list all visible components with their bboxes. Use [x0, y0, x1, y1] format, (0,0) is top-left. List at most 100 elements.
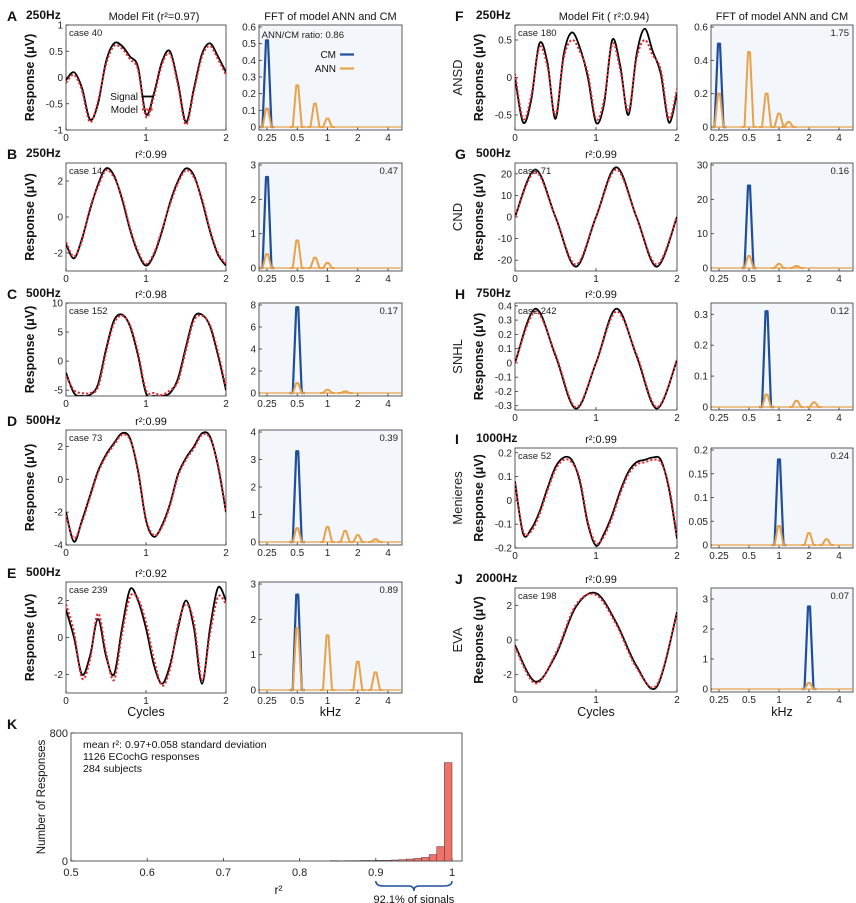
y-tick-label: 0.1	[498, 344, 512, 355]
y-tick-label: 0	[57, 357, 63, 368]
fft-x-tick-label: 0.25	[257, 696, 277, 707]
ann-peak-overlay	[741, 255, 757, 269]
panel-letter: A	[7, 8, 17, 24]
model-fit-header-f: Model Fit ( r²:0.94)	[559, 11, 649, 23]
fft-axes-frame	[710, 24, 854, 131]
fft-x-tick-label: 2	[355, 274, 361, 285]
case-label: case 180	[518, 28, 557, 39]
fft-y-tick-label: 2	[250, 615, 256, 626]
fft-y-tick-label: 0.4	[242, 56, 256, 67]
case-label: case 71	[518, 166, 551, 177]
y-tick-label: 0	[57, 73, 63, 84]
ann-cm-ratio: 0.39	[380, 433, 399, 444]
stimulus-frequency: 1000Hz	[476, 431, 517, 445]
fft-x-tick-label: 2	[806, 413, 812, 424]
ann-peak	[320, 525, 335, 543]
panel-letter: D	[7, 413, 17, 429]
x-tick-label: 0	[512, 551, 518, 562]
y-axis-label: Response (μV)	[23, 173, 37, 261]
y-tick-label: 2	[57, 442, 63, 453]
y-tick-label: 2	[57, 177, 63, 188]
case-label: case 40	[69, 28, 102, 39]
fft-axes-frame	[258, 302, 403, 397]
case-label: case 14	[69, 166, 102, 177]
fft-x-tick-label: 0.5	[290, 548, 304, 559]
ann-peak	[307, 256, 323, 269]
fft-x-tick-label: 2	[355, 133, 361, 144]
fft-x-tick-label: 0.25	[709, 695, 729, 706]
ann-peak-overlay	[259, 107, 275, 128]
fft-x-tick-label: 1	[325, 548, 331, 559]
axes-frame	[65, 162, 227, 272]
model-trace	[515, 38, 677, 121]
y-tick-label: 10	[501, 191, 513, 202]
hist-y-tick-label: 800	[50, 728, 68, 740]
stimulus-frequency: 750Hz	[476, 286, 511, 300]
ann-cm-ratio-label: ANN/CM ratio: 0.86	[262, 30, 344, 41]
fft-y-tick-label: 0.6	[694, 23, 708, 34]
fft-y-tick-label: 8	[250, 301, 256, 312]
y-tick-label: -0.2	[495, 387, 513, 398]
y-axis-label: Response (μV)	[472, 173, 486, 261]
model-trace	[515, 168, 677, 266]
fft-y-tick-label: 30	[697, 161, 709, 172]
fft-x-tick-label: 4	[836, 413, 842, 424]
y-tick-label: 0.5	[498, 36, 512, 47]
hist-annotation: 1126 ECochG responses	[83, 751, 200, 763]
ann-peak	[789, 264, 805, 269]
fft-panel-I: 0.2 0.15 0.1 0.05 00.25 0.5 1 2 4 0.24	[689, 446, 854, 562]
ann-cm-ratio: 0.12	[831, 306, 850, 317]
fft-x-tick-label: 2	[806, 274, 812, 285]
fft-x-tick-label: 0.5	[742, 274, 756, 285]
hist-annotation: 284 subjects	[83, 763, 142, 775]
case-label: case 52	[518, 451, 551, 462]
fft-x-tick-label: 0.25	[709, 274, 729, 285]
fft-x-tick-label: 4	[385, 274, 391, 285]
panel-letter: E	[7, 565, 16, 581]
fft-x-tick-label: 2	[806, 133, 812, 144]
histogram-bar	[390, 859, 399, 862]
signal-trace	[515, 27, 677, 125]
fft-x-tick-label: 4	[385, 399, 391, 410]
ann-peak	[789, 399, 805, 408]
fft-axes-frame	[710, 162, 854, 272]
ann-peak	[337, 530, 353, 543]
y-axis-label: Response (μV)	[472, 596, 486, 684]
fft-y-tick-label: 1	[250, 229, 256, 240]
x-tick-label: 0	[63, 133, 69, 144]
y-axis-label: Response (μV)	[23, 34, 37, 122]
bracket-label: 92.1% of signals	[374, 894, 455, 903]
stimulus-frequency: 250Hz	[26, 8, 61, 22]
fft-y-tick-label: 0.05	[689, 517, 709, 528]
fft-x-tick-label: 0.5	[742, 413, 756, 424]
fft-y-tick-label: 0	[702, 123, 708, 134]
fft-x-tick-label: 1	[776, 274, 782, 285]
fft-x-tick-label: 4	[385, 548, 391, 559]
ann-peak-overlay	[711, 92, 727, 128]
fft-x-tick-label: 2	[355, 696, 361, 707]
stimulus-frequency: 500Hz	[26, 413, 61, 427]
y-axis-label: Response (μV)	[23, 306, 37, 394]
fft-panel-C: 8 6 4 2 00.25 0.5 1 2 4 0.17	[250, 301, 403, 410]
fft-x-tick-label: 0.25	[257, 399, 277, 410]
fft-x-tick-label: 2	[355, 548, 361, 559]
fft-x-tick-label: 0.25	[257, 548, 277, 559]
hist-x-axis-label: r²	[275, 883, 283, 897]
y-tick-label: 0	[57, 213, 63, 224]
y-tick-label: -1	[54, 126, 63, 137]
fft-x-tick-label: 4	[836, 274, 842, 285]
stimulus-frequency: 500Hz	[26, 286, 61, 300]
fft-header-a: FFT of model ANN and CM	[264, 11, 396, 23]
fft-x-tick-label: 0.25	[257, 133, 277, 144]
y-tick-label: 0	[57, 475, 63, 486]
patient-group-label: ANSD	[450, 59, 465, 95]
panel-letter: J	[455, 571, 463, 587]
fft-panel-G: 30 20 10 00.25 0.5 1 2 4 0.16	[697, 161, 854, 285]
fft-x-tick-label: 0.5	[290, 133, 304, 144]
fft-y-tick-label: 3	[250, 455, 256, 466]
hist-x-tick-label: 0.8	[292, 867, 307, 879]
fft-header-f: FFT of model ANN and CM	[716, 11, 848, 23]
